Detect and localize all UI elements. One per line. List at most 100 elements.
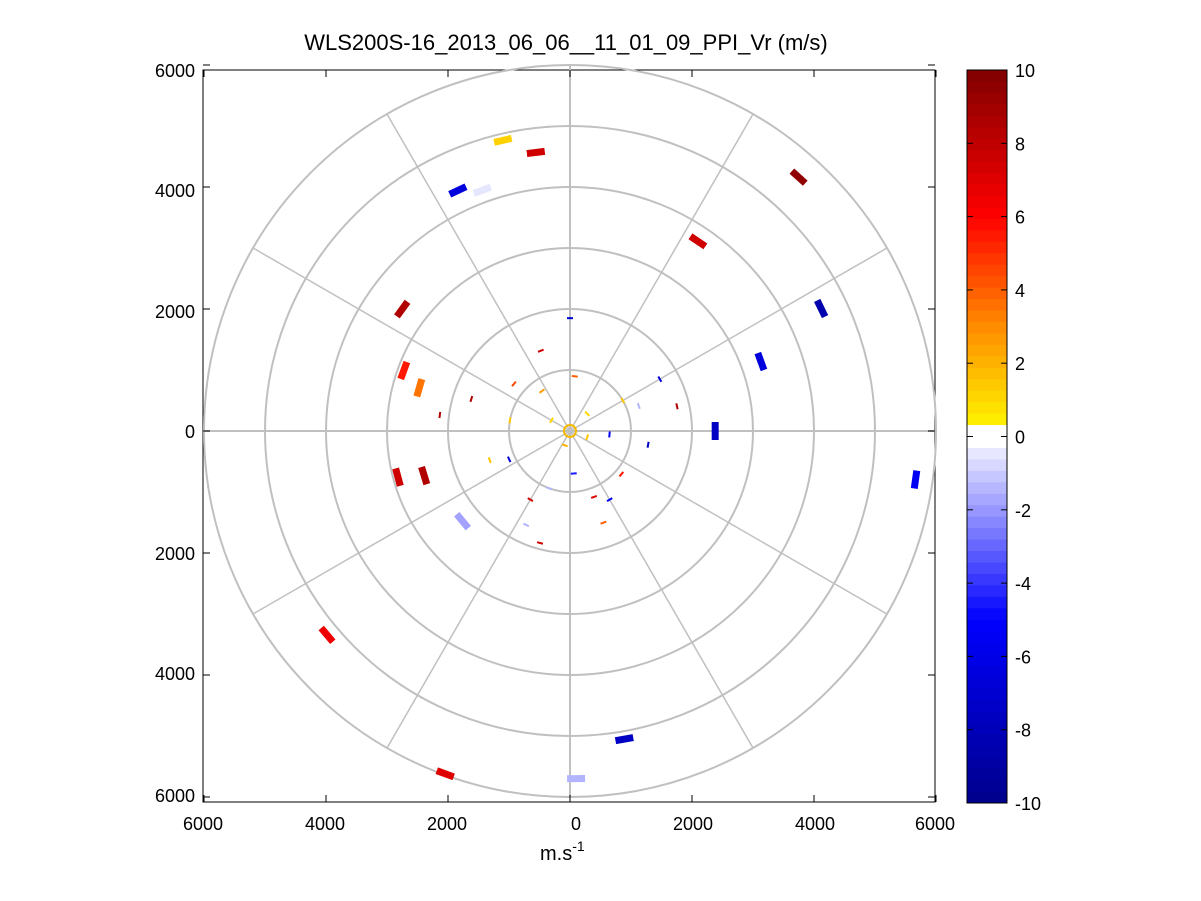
colorbar-band	[967, 390, 1007, 403]
y-axis-ticks: 6000 4000 2000 0 2000 4000 6000	[155, 61, 195, 806]
x-tick-label: 4000	[305, 814, 345, 834]
colorbar-band	[967, 516, 1007, 529]
velocity-mark	[910, 470, 921, 489]
colorbar-tick-label: -2	[1015, 501, 1031, 521]
colorbar-band	[967, 195, 1007, 208]
velocity-mark	[606, 497, 613, 503]
y-tick-label: 6000	[155, 786, 195, 806]
colorbar-tick-label: 8	[1015, 134, 1025, 154]
velocity-mark	[585, 434, 590, 441]
colorbar-band	[967, 402, 1007, 415]
velocity-mark	[561, 443, 568, 448]
colorbar-band	[967, 104, 1007, 117]
y-tick-label: 4000	[155, 181, 195, 201]
colorbar-band	[967, 127, 1007, 140]
velocity-mark	[435, 767, 455, 781]
velocity-mark	[545, 486, 553, 491]
colorbar-tick-label: 2	[1015, 354, 1025, 374]
colorbar-tick-label: -6	[1015, 647, 1031, 667]
colorbar-band	[967, 115, 1007, 128]
colorbar-band	[967, 573, 1007, 586]
colorbar-band	[967, 745, 1007, 758]
colorbar-band	[967, 150, 1007, 163]
velocity-mark	[584, 410, 591, 417]
velocity-mark	[507, 456, 512, 463]
colorbar-band	[967, 310, 1007, 323]
colorbar-band	[967, 230, 1007, 243]
colorbar-band	[967, 631, 1007, 644]
colorbar-band	[967, 138, 1007, 151]
colorbar-bands	[967, 70, 1007, 804]
colorbar-band	[967, 367, 1007, 380]
colorbar-tick-label: -4	[1015, 574, 1031, 594]
x-axis-label: m.s-1	[540, 838, 585, 865]
radar-center	[563, 424, 577, 438]
colorbar-band	[967, 642, 1007, 655]
velocity-mark	[493, 134, 513, 146]
colorbar-band	[967, 608, 1007, 621]
x-axis-label-superscript: -1	[572, 838, 585, 854]
colorbar-band	[967, 699, 1007, 712]
colorbar-band	[967, 241, 1007, 254]
colorbar-band	[967, 264, 1007, 277]
velocity-mark	[657, 376, 663, 383]
colorbar-tick-label: -10	[1015, 794, 1041, 814]
colorbar-band	[967, 688, 1007, 701]
azimuth-spoke	[569, 430, 754, 749]
colorbar-band	[967, 276, 1007, 289]
velocity-mark	[526, 147, 546, 158]
colorbar-band	[967, 722, 1007, 735]
velocity-mark	[618, 471, 625, 478]
y-tick-label: 2000	[155, 302, 195, 322]
colorbar-band	[967, 596, 1007, 609]
colorbar-band	[967, 539, 1007, 552]
velocity-mark	[571, 375, 578, 378]
velocity-mark	[570, 472, 577, 475]
x-tick-label: 2000	[673, 814, 713, 834]
colorbar-band	[967, 356, 1007, 369]
plot-area	[202, 64, 937, 803]
velocity-mark	[620, 397, 626, 404]
x-tick-label: 2000	[427, 814, 467, 834]
colorbar-tick-label: 10	[1015, 61, 1035, 81]
x-axis-label-base: m.s	[540, 843, 572, 865]
colorbar-band	[967, 184, 1007, 197]
lidar-origin-ring	[563, 424, 577, 438]
velocity-mark	[454, 512, 471, 531]
colorbar-band	[967, 92, 1007, 105]
colorbar-band	[967, 173, 1007, 186]
velocity-mark	[397, 360, 411, 381]
azimuth-spoke	[386, 430, 571, 749]
velocity-mark	[549, 417, 554, 424]
velocity-mark	[318, 625, 336, 645]
velocity-mark	[567, 774, 586, 783]
velocity-mark	[636, 402, 641, 410]
colorbar-band	[967, 619, 1007, 632]
velocity-mark	[688, 233, 708, 250]
velocity-mark	[814, 298, 829, 319]
colorbar-band	[967, 585, 1007, 598]
colorbar-band	[967, 562, 1007, 575]
velocity-mark	[711, 422, 719, 440]
colorbar-band	[967, 482, 1007, 495]
colorbar-band	[967, 344, 1007, 357]
velocity-mark	[523, 522, 530, 528]
velocity-mark	[392, 467, 404, 487]
velocity-mark	[590, 494, 598, 499]
colorbar-tick-label: 0	[1015, 428, 1025, 448]
colorbar-band	[967, 654, 1007, 667]
colorbar-ticks: 10 8 6 4 2 0 -2 -4 -6 -8 -10	[967, 61, 1041, 814]
velocity-mark	[538, 388, 546, 394]
colorbar-band	[967, 734, 1007, 747]
azimuth-spoke	[569, 113, 754, 432]
colorbar-band	[967, 287, 1007, 300]
y-tick-label: 4000	[155, 664, 195, 684]
colorbar-band	[967, 253, 1007, 266]
azimuth-spoke	[252, 430, 571, 615]
colorbar-band	[967, 436, 1007, 449]
colorbar-band	[967, 470, 1007, 483]
colorbar-band	[967, 528, 1007, 541]
colorbar-band	[967, 493, 1007, 506]
x-tick-label: 6000	[915, 814, 955, 834]
x-tick-label: 4000	[795, 814, 835, 834]
